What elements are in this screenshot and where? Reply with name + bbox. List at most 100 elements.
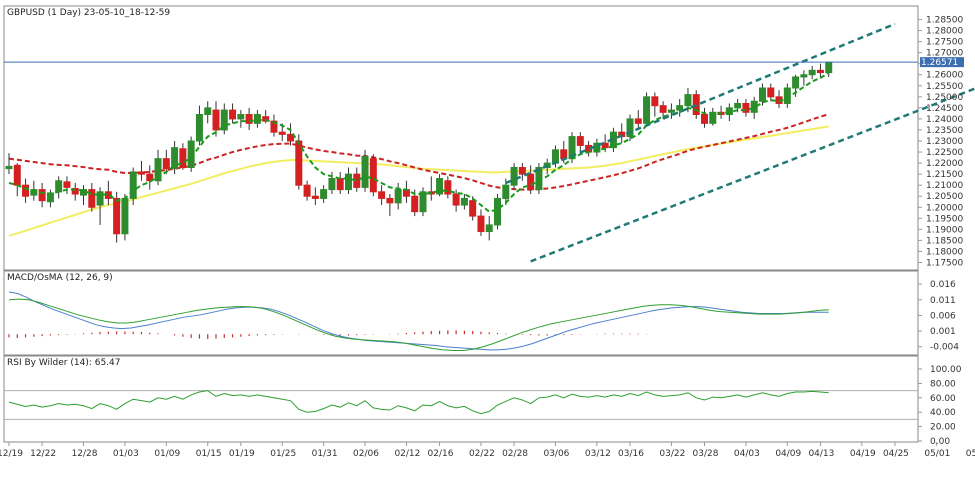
candle-body [229,109,237,120]
date-tick-label: 01/25 [270,449,296,459]
price-tick-label: 1.22000 [926,159,963,169]
date-tick-label: 02/28 [502,449,528,459]
date-tick-label: 03/28 [693,449,719,459]
candle-body [154,158,162,182]
candle-body [121,197,129,235]
candle-body [601,142,609,149]
price-panel [3,5,919,271]
date-tick-label: 01/31 [312,449,338,459]
candle-body [129,171,137,199]
candle-body [394,189,402,204]
price-tick-label: 1.24500 [926,104,963,114]
rsi-tick-label: 100.00 [930,365,962,375]
macd-tick-label: -0.004 [930,343,959,353]
candle-body [278,131,286,135]
signal-line [8,298,829,351]
date-tick-label: 03/06 [543,449,569,459]
candle-body [137,171,145,175]
ma-short-line [8,71,830,213]
date-tick-label: 04/03 [734,449,760,459]
candle-body [22,184,30,197]
rsi-plot [4,390,918,420]
candle-body [444,180,452,195]
candle-body [303,184,311,197]
date-tick-label: 02/06 [353,449,379,459]
price-tick-label: 1.17500 [926,258,963,268]
candle-body [46,192,54,203]
rsi-panel [3,355,919,443]
last-price-label: 1.26571 [921,58,958,68]
date-tick-label: 02/22 [469,449,495,459]
macd-tick-label: 0.011 [930,296,956,306]
candle-body [204,107,212,116]
candle-body [734,102,742,109]
candle-body [195,114,203,142]
candle-body [452,193,460,206]
candle-body [742,102,750,113]
price-tick-label: 1.25000 [926,93,963,103]
rsi-tick-label: 40.00 [930,408,956,418]
candle-body [659,105,667,113]
candle-body [634,118,642,124]
rsi-line [8,390,829,415]
candle-body [245,114,253,124]
date-tick-label: 01/03 [113,449,139,459]
price-tick-label: 1.27000 [926,49,963,59]
candle-body [551,149,559,164]
price-tick-label: 1.20000 [926,203,963,213]
candle-body [270,120,278,133]
macd-tick-label: 0.001 [930,327,956,337]
macd-panel [3,270,919,356]
macd-tick-label: 0.016 [930,280,956,290]
channel-lower-line [530,87,975,263]
rsi-panel-title: RSI By Wilder (14): 65.47 [7,358,121,368]
date-tick-label: 01/19 [229,449,255,459]
date-tick-label: 04/19 [850,449,876,459]
price-tick-label: 1.20500 [926,192,963,202]
candle-body [758,87,766,102]
date-tick-label: 03/16 [618,449,644,459]
macd-axis: 0.016 0.011 0.006 0.001 -0.004 [918,280,959,353]
candle-body [477,215,485,233]
price-tick-label: 1.22500 [926,148,963,158]
candle-body [344,173,352,191]
candle-body [783,87,791,104]
date-tick-label: 02/16 [428,449,454,459]
candle-body [287,133,295,142]
candle-body [55,180,63,193]
candle-body [701,114,709,124]
candle-body [510,167,518,186]
candle-body [63,181,71,188]
candle-body [5,165,13,170]
price-tick-label: 1.28000 [926,27,963,37]
candle-body [676,105,684,111]
date-tick-label: 01/09 [154,449,180,459]
candle-body [800,74,808,78]
price-tick-label: 1.19000 [926,225,963,235]
candle-body [436,178,444,195]
candle-body [113,197,121,235]
candle-body [502,184,510,199]
candle-body [808,69,816,76]
date-tick-label: 04/13 [808,449,834,459]
ma-mid-line [8,113,830,191]
candle-body [825,61,833,74]
candle-body [494,197,502,226]
rsi-tick-label: 60.00 [930,394,956,404]
candle-body [262,116,270,122]
candle-body [71,187,79,195]
candle-body [96,191,104,206]
candle-body [295,140,303,186]
ma-short-series [8,71,830,213]
candle-body [725,107,733,116]
candle-body [750,100,758,113]
date-tick-label: 05/01 [924,449,950,459]
rsi-tick-label: 80.00 [930,379,956,389]
candle-body [386,197,394,204]
date-axis: 12/19 12/22 12/28 01/03 01/09 01/15 01/19 01/25… [0,442,975,459]
date-tick-label: 12/19 [0,449,23,459]
price-tick-label: 1.23500 [926,126,963,136]
candle-body [460,197,468,206]
rsi-tick-label: 20.00 [930,423,956,433]
candle-body [13,164,21,186]
